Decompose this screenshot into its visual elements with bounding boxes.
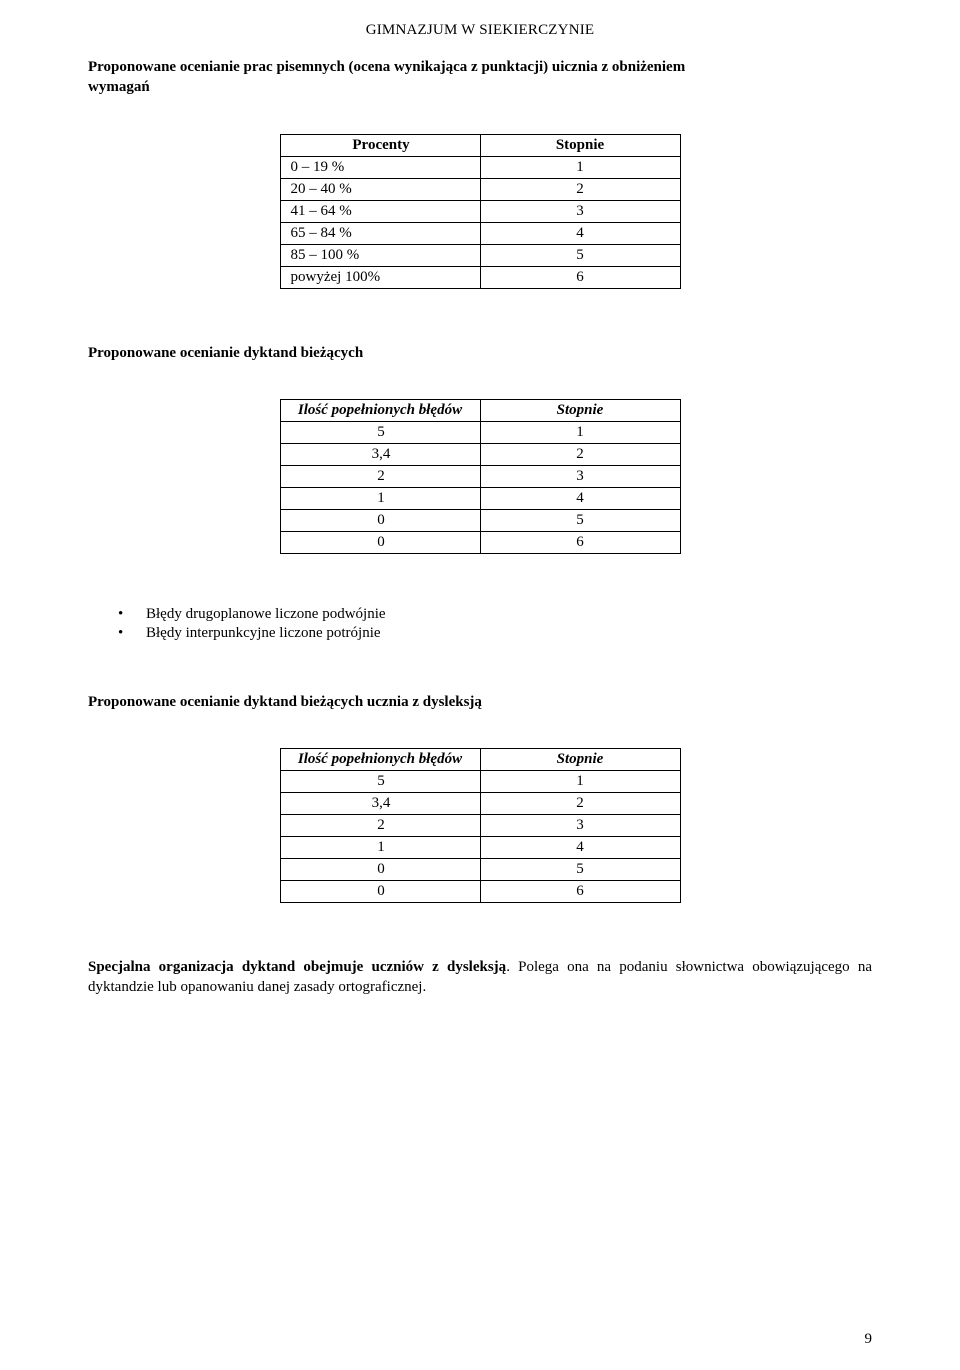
table-1: Procenty Stopnie 0 – 19 %1 20 – 40 %2 41… — [280, 134, 681, 289]
footer-bold: Specjalna organizacja dyktand obejmuje u… — [88, 959, 506, 975]
bullet-text: Błędy drugoplanowe liczone podwójnie — [146, 606, 386, 622]
table-2: Ilość popełnionych błędów Stopnie 51 3,4… — [280, 399, 681, 554]
cell: 65 – 84 % — [280, 222, 480, 244]
table-row: Ilość popełnionych błędów Stopnie — [280, 399, 680, 421]
section-1-title-line1: Proponowane ocenianie prac pisemnych (oc… — [88, 59, 685, 75]
cell: 20 – 40 % — [280, 178, 480, 200]
cell: 2 — [480, 793, 680, 815]
cell: 0 — [280, 531, 480, 553]
cell: 3,4 — [280, 793, 480, 815]
table-row: 51 — [280, 771, 680, 793]
section-1: Proponowane ocenianie prac pisemnych (oc… — [88, 57, 872, 289]
cell: 3 — [480, 815, 680, 837]
bullet-text: Błędy interpunkcyjne liczone potrójnie — [146, 625, 381, 641]
cell: 1 — [480, 421, 680, 443]
table-row: 41 – 64 %3 — [280, 200, 680, 222]
cell: 3,4 — [280, 443, 480, 465]
table-row: 3,42 — [280, 793, 680, 815]
table-row: 05 — [280, 859, 680, 881]
footer-paragraph: Specjalna organizacja dyktand obejmuje u… — [88, 957, 872, 998]
table-row: 85 – 100 %5 — [280, 244, 680, 266]
table-row: 23 — [280, 815, 680, 837]
cell: 41 – 64 % — [280, 200, 480, 222]
table-row: 06 — [280, 531, 680, 553]
table-row: 05 — [280, 509, 680, 531]
table-3: Ilość popełnionych błędów Stopnie 51 3,4… — [280, 748, 681, 903]
cell: 85 – 100 % — [280, 244, 480, 266]
cell: 4 — [480, 222, 680, 244]
cell: 1 — [280, 837, 480, 859]
cell: 5 — [480, 244, 680, 266]
table-3-header-bledy: Ilość popełnionych błędów — [280, 749, 480, 771]
cell: 1 — [280, 487, 480, 509]
cell: 5 — [480, 509, 680, 531]
cell: 4 — [480, 487, 680, 509]
table-1-header-stopnie: Stopnie — [480, 134, 680, 156]
table-row: 3,42 — [280, 443, 680, 465]
cell: 3 — [480, 465, 680, 487]
table-row: 14 — [280, 837, 680, 859]
list-item: Błędy interpunkcyjne liczone potrójnie — [118, 625, 872, 642]
section-2-title: Proponowane ocenianie dyktand bieżących — [88, 343, 872, 363]
table-row: 65 – 84 %4 — [280, 222, 680, 244]
cell: 2 — [480, 178, 680, 200]
cell: 2 — [280, 815, 480, 837]
cell: 0 — [280, 881, 480, 903]
section-1-title: Proponowane ocenianie prac pisemnych (oc… — [88, 57, 872, 98]
cell: 4 — [480, 837, 680, 859]
cell: 5 — [280, 771, 480, 793]
table-row: 20 – 40 %2 — [280, 178, 680, 200]
section-3-title: Proponowane ocenianie dyktand bieżących … — [88, 692, 872, 712]
list-item: Błędy drugoplanowe liczone podwójnie — [118, 606, 872, 623]
table-3-header-stopnie: Stopnie — [480, 749, 680, 771]
cell: 2 — [280, 465, 480, 487]
cell: powyżej 100% — [280, 266, 480, 288]
cell: 6 — [480, 531, 680, 553]
section-2: Proponowane ocenianie dyktand bieżących … — [88, 343, 872, 642]
bullet-list: Błędy drugoplanowe liczone podwójnie Błę… — [118, 606, 872, 642]
table-2-header-stopnie: Stopnie — [480, 399, 680, 421]
table-2-header-bledy: Ilość popełnionych błędów — [280, 399, 480, 421]
page-header: GIMNAZJUM W SIEKIERCZYNIE — [88, 22, 872, 39]
cell: 3 — [480, 200, 680, 222]
cell: 6 — [480, 881, 680, 903]
table-row: powyżej 100%6 — [280, 266, 680, 288]
table-row: Ilość popełnionych błędów Stopnie — [280, 749, 680, 771]
table-1-header-procenty: Procenty — [280, 134, 480, 156]
cell: 2 — [480, 443, 680, 465]
cell: 1 — [480, 156, 680, 178]
section-1-title-line2: wymagań — [88, 79, 150, 95]
cell: 0 — [280, 859, 480, 881]
table-row: 14 — [280, 487, 680, 509]
cell: 0 — [280, 509, 480, 531]
cell: 0 – 19 % — [280, 156, 480, 178]
cell: 5 — [480, 859, 680, 881]
table-row: 51 — [280, 421, 680, 443]
cell: 6 — [480, 266, 680, 288]
cell: 5 — [280, 421, 480, 443]
page-number: 9 — [865, 1331, 873, 1348]
table-row: Procenty Stopnie — [280, 134, 680, 156]
table-row: 06 — [280, 881, 680, 903]
table-row: 0 – 19 %1 — [280, 156, 680, 178]
table-row: 23 — [280, 465, 680, 487]
cell: 1 — [480, 771, 680, 793]
section-3: Proponowane ocenianie dyktand bieżących … — [88, 692, 872, 903]
